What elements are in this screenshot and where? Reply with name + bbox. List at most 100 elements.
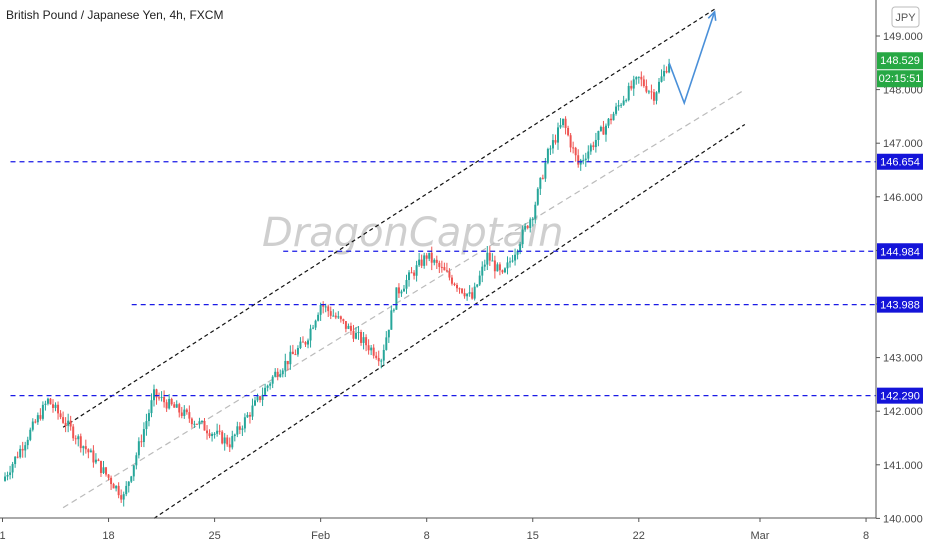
candle-body — [642, 79, 645, 87]
candle-body — [582, 159, 585, 161]
candle-body — [390, 310, 393, 330]
candle-body — [142, 429, 145, 443]
candle-body — [107, 474, 110, 478]
watermark-text: DragonCaptain — [262, 210, 563, 256]
candle-body — [158, 397, 161, 399]
candle-body — [175, 404, 178, 408]
candle-body — [332, 315, 335, 317]
candle-body — [357, 332, 360, 334]
candle-body — [486, 252, 489, 265]
candle-body — [584, 158, 587, 160]
candle-body — [668, 64, 671, 73]
candle-body — [466, 293, 469, 297]
channel-line-lower — [153, 123, 746, 519]
candle-body — [536, 188, 539, 205]
candle-body — [24, 445, 27, 451]
candle-body — [559, 125, 562, 128]
candle-body — [279, 374, 282, 377]
candle-body — [481, 266, 484, 276]
candle-body — [46, 398, 49, 404]
candle-body — [435, 259, 438, 263]
candle-body — [135, 455, 138, 466]
candle-body — [115, 485, 118, 489]
candle-body — [503, 268, 506, 273]
candle-body — [120, 495, 123, 500]
candle-body — [372, 347, 375, 356]
candle-body — [635, 77, 638, 80]
x-tick-label: 18 — [102, 530, 114, 542]
candle-body — [360, 332, 363, 343]
candle-body — [594, 139, 597, 148]
candle-body — [622, 100, 625, 105]
candle-body — [592, 145, 595, 148]
candle-body — [382, 349, 385, 361]
candle-body — [506, 262, 509, 269]
candle-body — [276, 371, 279, 377]
candle-body — [84, 446, 87, 450]
candle-body — [57, 404, 60, 414]
candle-body — [145, 421, 148, 430]
level-tag — [877, 296, 923, 313]
candle-body — [6, 474, 9, 477]
y-tick-label: 141.000 — [883, 460, 923, 472]
countdown-label: 02:15:51 — [879, 73, 922, 85]
candle-body — [615, 106, 618, 114]
candle-body — [521, 229, 524, 245]
candle-body — [342, 319, 345, 322]
candle-body — [183, 409, 186, 416]
candle-body — [473, 286, 476, 299]
candle-body — [246, 414, 249, 418]
candle-body — [347, 325, 350, 329]
candle-body — [261, 394, 264, 400]
candle-body — [652, 92, 655, 101]
candle-body — [632, 79, 635, 89]
level-tag-label: 142.290 — [880, 391, 920, 403]
candle-body — [567, 127, 570, 136]
candle-body — [11, 464, 14, 473]
candle-body — [395, 287, 398, 310]
candle-body — [150, 400, 153, 414]
currency-box[interactable] — [891, 6, 920, 28]
candle-body — [461, 288, 464, 293]
candle-body — [392, 309, 395, 311]
candle-body — [589, 145, 592, 152]
candle-body — [264, 387, 267, 395]
candle-body — [425, 255, 428, 259]
candle-body — [89, 450, 92, 453]
candle-body — [557, 127, 559, 143]
candle-body — [223, 437, 226, 444]
candle-body — [663, 70, 666, 77]
candle-body — [607, 118, 610, 126]
x-tick-label: 8 — [863, 530, 869, 542]
candle-body — [105, 467, 108, 475]
candle-body — [221, 431, 224, 444]
candle-body — [625, 100, 628, 102]
candle-body — [370, 347, 373, 351]
forecast-arrow — [668, 11, 716, 106]
candle-body — [102, 467, 105, 473]
y-tick-label: 149.000 — [883, 31, 923, 43]
candle-body — [577, 155, 580, 165]
candle-body — [160, 396, 163, 398]
candle-body — [74, 438, 77, 440]
candle-body — [77, 436, 80, 440]
candle-body — [546, 148, 549, 163]
candle-body — [493, 260, 496, 272]
candle-body — [362, 337, 365, 343]
candle-body — [241, 428, 244, 430]
candle-body — [228, 444, 231, 448]
candle-body — [514, 254, 517, 261]
candle-body — [574, 147, 577, 156]
forecast-arrow-head — [707, 10, 717, 21]
candle-body — [312, 327, 315, 329]
candle-body — [531, 218, 534, 220]
candle-body — [259, 396, 262, 400]
candle-body — [44, 403, 47, 405]
candle-body — [193, 423, 196, 425]
candle-body — [344, 321, 347, 329]
candle-body — [438, 262, 441, 267]
candle-body — [296, 348, 299, 355]
candle-body — [231, 436, 234, 448]
candle-body — [334, 315, 337, 318]
